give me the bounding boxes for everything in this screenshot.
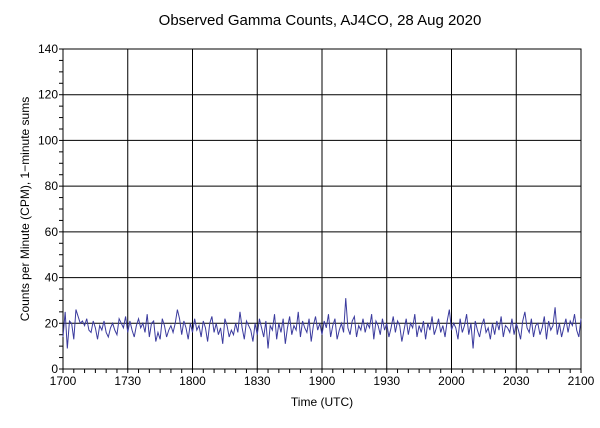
- grid-lines: [62, 48, 582, 370]
- series-line: [62, 298, 582, 349]
- minor-ticks: [59, 48, 582, 373]
- y-tick-labels: 0 20 40 60 80 100 120 140: [38, 42, 58, 376]
- x-tick-labels: 1700 1730 1800 1830 1900 1930 2000 2030 2100: [50, 374, 595, 388]
- y-tick-label: 120: [38, 88, 58, 102]
- y-axis-label: Counts per Minute (CPM), 1−minute sums: [18, 97, 32, 321]
- x-tick-label: 2000: [438, 374, 465, 388]
- x-axis-label: Time (UTC): [291, 395, 353, 409]
- y-tick-label: 100: [38, 133, 58, 147]
- y-tick-label: 60: [45, 225, 59, 239]
- x-tick-label: 1730: [114, 374, 141, 388]
- x-tick-label: 1930: [373, 374, 400, 388]
- x-tick-label: 2030: [503, 374, 530, 388]
- x-tick-label: 1830: [244, 374, 271, 388]
- x-tick-label: 2100: [568, 374, 595, 388]
- x-tick-label: 1700: [50, 374, 77, 388]
- y-tick-label: 140: [38, 42, 58, 56]
- chart-title: Observed Gamma Counts, AJ4CO, 28 Aug 202…: [159, 12, 482, 29]
- y-tick-label: 0: [51, 362, 58, 376]
- y-tick-label: 20: [45, 316, 59, 330]
- y-tick-label: 80: [45, 179, 59, 193]
- x-tick-label: 1800: [179, 374, 206, 388]
- y-tick-label: 40: [45, 271, 59, 285]
- x-tick-label: 1900: [309, 374, 336, 388]
